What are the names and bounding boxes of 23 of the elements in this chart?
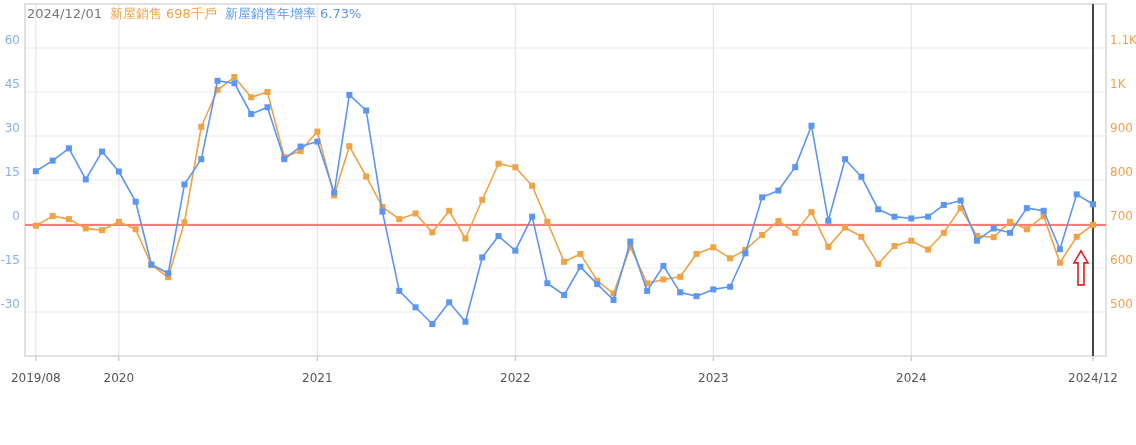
y2-tick-label: 700 bbox=[1110, 209, 1133, 223]
y-tick-label: 15 bbox=[4, 165, 20, 179]
chart-title: 2024/12/01 bbox=[27, 6, 102, 21]
x-tick-label: 2020 bbox=[103, 371, 135, 385]
y2-tick-label: 500 bbox=[1110, 297, 1133, 311]
x-tick-label: 2024/12 bbox=[1068, 371, 1118, 385]
y2-tick-label: 600 bbox=[1110, 253, 1133, 267]
x-tick-label: 2022 bbox=[500, 371, 531, 385]
text: 新屋銷售 698千戶 bbox=[109, 6, 217, 21]
text: 新屋銷售年增率 6.73% bbox=[224, 6, 362, 21]
x-tick-label: 2024 bbox=[896, 371, 927, 385]
x-tick-label: 2019/08 bbox=[10, 371, 61, 385]
y-tick-label: -15 bbox=[0, 253, 20, 267]
x-tick-label: 2023 bbox=[698, 371, 729, 385]
x-tick-label: 2021 bbox=[302, 371, 333, 385]
y2-tick-label: 900 bbox=[1110, 121, 1133, 135]
y-tick-label: 45 bbox=[4, 77, 20, 91]
y-tick-label: 60 bbox=[4, 33, 20, 47]
y2-tick-label: 800 bbox=[1110, 165, 1133, 179]
y2-tick-label: 1K bbox=[1110, 77, 1127, 91]
y-tick-label: -30 bbox=[0, 297, 20, 311]
y-tick-label: 0 bbox=[12, 209, 20, 223]
y-tick-label: 30 bbox=[4, 121, 20, 135]
